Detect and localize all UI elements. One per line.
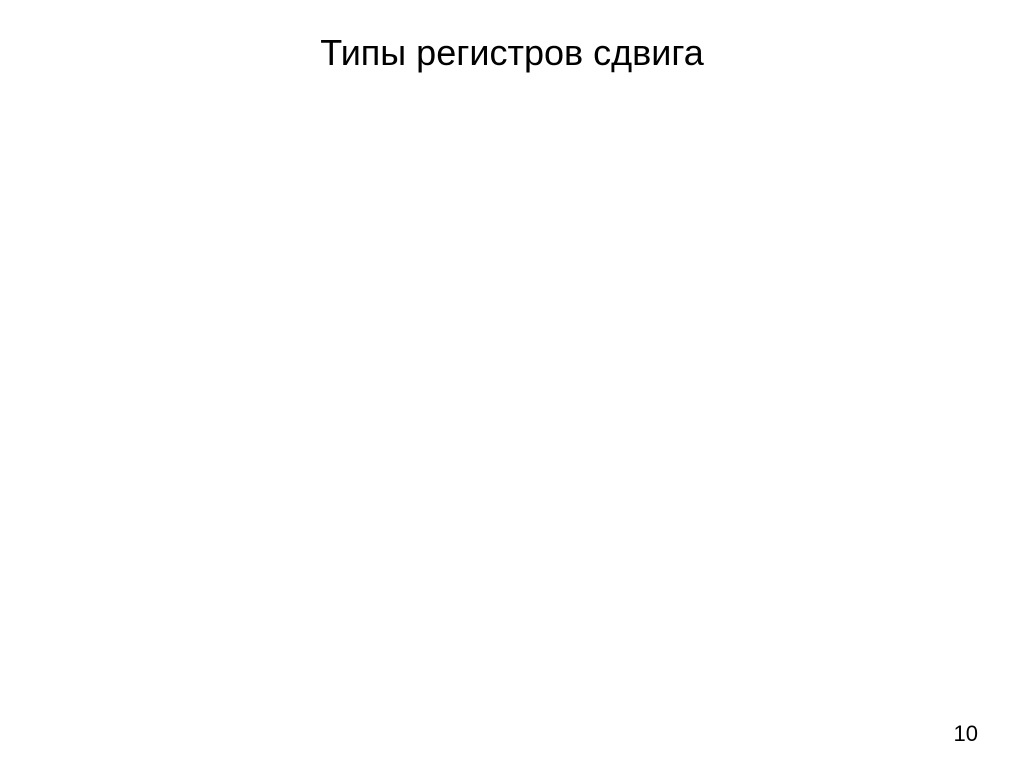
page-number: 10 bbox=[954, 721, 978, 747]
page-title: Типы регистров сдвига bbox=[30, 32, 994, 74]
